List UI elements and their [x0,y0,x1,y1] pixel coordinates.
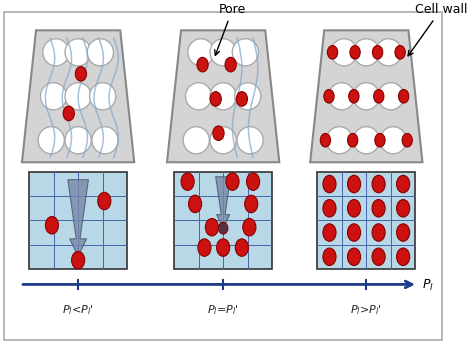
Circle shape [353,83,379,110]
Circle shape [65,83,91,110]
Circle shape [188,39,214,66]
Ellipse shape [246,173,260,190]
Bar [174,172,272,269]
Ellipse shape [347,133,358,147]
Ellipse shape [213,126,224,140]
Ellipse shape [245,195,258,213]
Circle shape [380,127,406,154]
Ellipse shape [320,133,330,147]
Circle shape [235,83,261,110]
Ellipse shape [397,200,410,217]
Ellipse shape [373,45,383,59]
Circle shape [331,39,357,66]
Ellipse shape [243,218,256,236]
Ellipse shape [189,195,201,213]
Circle shape [185,83,212,110]
Circle shape [210,127,236,154]
Circle shape [183,127,210,154]
Ellipse shape [372,200,385,217]
Ellipse shape [347,248,361,266]
Ellipse shape [198,239,211,256]
Ellipse shape [75,67,87,81]
Ellipse shape [372,224,385,241]
Circle shape [375,39,401,66]
Ellipse shape [349,89,359,103]
Ellipse shape [225,57,236,72]
Ellipse shape [205,218,219,236]
Ellipse shape [347,175,361,193]
Circle shape [232,39,258,66]
Polygon shape [310,30,422,162]
Ellipse shape [350,45,360,59]
Circle shape [210,83,236,110]
Ellipse shape [210,92,221,106]
Ellipse shape [217,239,230,256]
Polygon shape [22,30,134,162]
Circle shape [328,83,355,110]
Circle shape [353,127,379,154]
Ellipse shape [372,175,385,193]
Circle shape [378,83,404,110]
Ellipse shape [395,45,405,59]
Text: $P_l$: $P_l$ [422,278,434,293]
Ellipse shape [397,224,410,241]
Polygon shape [216,177,231,228]
Circle shape [43,39,69,66]
Bar [29,172,127,269]
Polygon shape [68,180,89,256]
Circle shape [38,127,64,154]
Ellipse shape [236,92,247,106]
Circle shape [92,127,118,154]
Polygon shape [167,30,279,162]
Ellipse shape [323,248,336,266]
Circle shape [353,39,379,66]
Ellipse shape [347,224,361,241]
Ellipse shape [347,200,361,217]
Ellipse shape [181,173,194,190]
Bar [317,172,415,269]
Circle shape [90,83,116,110]
Circle shape [40,83,67,110]
Ellipse shape [374,89,384,103]
Ellipse shape [399,89,409,103]
Circle shape [65,39,91,66]
Ellipse shape [72,251,85,269]
Text: $P_l$>$P_l$': $P_l$>$P_l$' [350,303,382,316]
Ellipse shape [323,200,336,217]
Ellipse shape [323,224,336,241]
Ellipse shape [328,45,337,59]
Text: $P_l$=$P_l$': $P_l$=$P_l$' [207,303,239,316]
Text: Pore: Pore [215,3,246,55]
Ellipse shape [226,173,239,190]
Ellipse shape [375,133,385,147]
Text: Cell wall: Cell wall [408,3,467,56]
Ellipse shape [324,89,334,103]
Ellipse shape [63,106,74,121]
Ellipse shape [397,175,410,193]
Ellipse shape [397,248,410,266]
Circle shape [237,127,263,154]
Circle shape [326,127,353,154]
Ellipse shape [235,239,248,256]
Circle shape [210,39,236,66]
Ellipse shape [323,175,336,193]
Ellipse shape [98,192,111,210]
Circle shape [87,39,113,66]
Ellipse shape [197,57,208,72]
Ellipse shape [46,216,58,234]
Text: $P_l$<$P_l$': $P_l$<$P_l$' [62,303,94,316]
Circle shape [65,127,91,154]
Ellipse shape [219,222,228,234]
Ellipse shape [402,133,412,147]
Ellipse shape [372,248,385,266]
